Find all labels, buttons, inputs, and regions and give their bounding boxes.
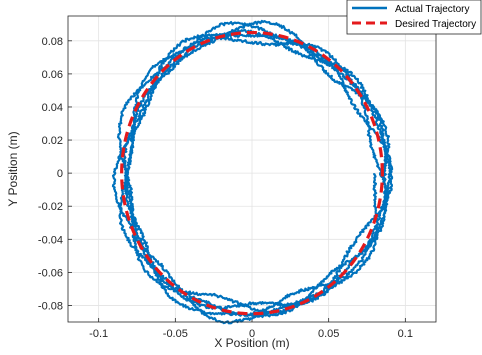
y-tick-label: 0 (57, 168, 63, 180)
y-tick-label: -0.08 (38, 300, 63, 312)
y-tick-label: -0.02 (38, 201, 63, 213)
series-desired-trajectory (120, 30, 384, 316)
x-axis-title: X Position (m) (214, 336, 289, 350)
y-tick-label: 0.08 (42, 36, 63, 48)
series-actual-trajectory (111, 19, 394, 325)
y-tick-label: 0.06 (42, 69, 63, 81)
y-axis-ticks: -0.08 -0.06 -0.04 -0.02 0 0.02 0.04 0.06 0.08 (38, 36, 72, 312)
legend-label-desired-trajectory: Desired Trajectory (395, 19, 476, 30)
axes-box (67, 15, 437, 323)
y-axis-title: Y Position (m) (6, 131, 20, 206)
y-tick-label: -0.04 (38, 234, 63, 246)
x-tick-label: -0.05 (163, 328, 188, 340)
x-tick-label: -0.1 (89, 328, 108, 340)
y-tick-label: 0.02 (42, 135, 63, 147)
series-layer (111, 19, 394, 325)
x-tick-label: 0.05 (318, 328, 339, 340)
x-tick-label: 0 (249, 328, 255, 340)
legend-label-actual-trajectory: Actual Trajectory (395, 4, 469, 15)
y-tick-label: -0.06 (38, 267, 63, 279)
y-tick-label: 0.04 (42, 102, 63, 114)
x-axis-ticks: -0.1 -0.05 0 0.05 0.1 (89, 318, 413, 340)
legend: Actual Trajectory Desired Trajectory (346, 0, 482, 35)
legend-box (346, 0, 482, 35)
x-tick-label: 0.1 (398, 328, 413, 340)
